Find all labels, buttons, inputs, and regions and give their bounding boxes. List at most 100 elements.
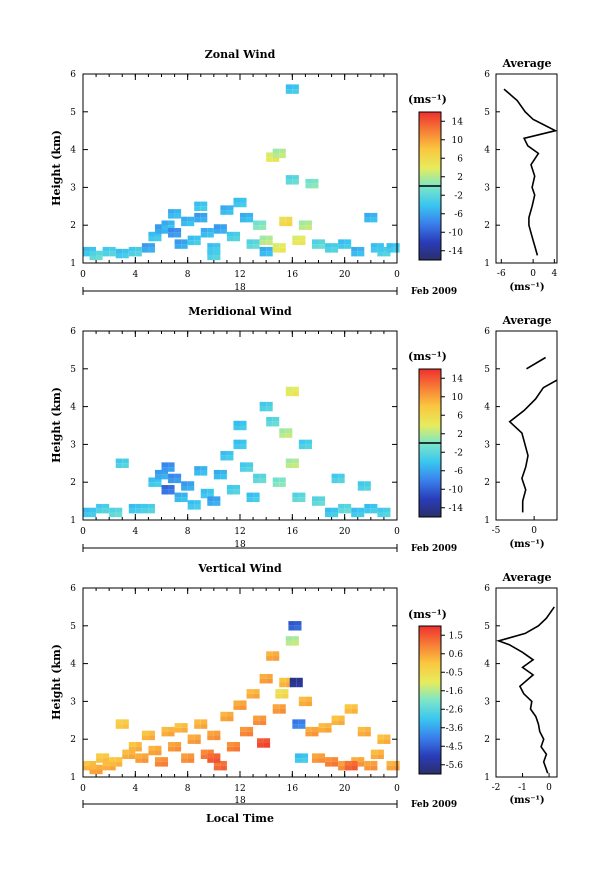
heatmap-cell bbox=[135, 746, 142, 752]
heatmap-cell bbox=[298, 235, 306, 241]
heatmap-cell bbox=[279, 243, 286, 248]
colorbar-tick-label: 0.6 bbox=[449, 650, 464, 660]
heatmap-cell bbox=[266, 421, 273, 427]
heatmap-cell bbox=[148, 477, 155, 483]
heatmap-cells bbox=[83, 84, 400, 261]
heatmap-cell bbox=[318, 501, 326, 506]
heatmap-cell bbox=[200, 217, 208, 223]
heatmap-cell bbox=[168, 726, 175, 732]
heatmap-cell bbox=[331, 757, 339, 762]
y-tick-label: 6 bbox=[70, 70, 76, 80]
heatmap-cell bbox=[383, 739, 391, 744]
heatmap-cell bbox=[351, 512, 358, 518]
heatmap-cell bbox=[115, 507, 123, 513]
heatmap-cell bbox=[128, 749, 136, 755]
heatmap-cell bbox=[220, 210, 227, 215]
heatmap-cell bbox=[187, 481, 195, 486]
heatmap-cell bbox=[357, 251, 365, 257]
heatmap-cell bbox=[161, 467, 169, 472]
heatmap-cell bbox=[364, 726, 371, 732]
colorbar-tick-label: 6 bbox=[457, 411, 463, 421]
heatmap-cell bbox=[266, 240, 273, 246]
heatmap-cell bbox=[285, 677, 293, 683]
heatmap-cell bbox=[370, 503, 378, 509]
colorbar-tick-label: 2 bbox=[457, 430, 463, 440]
heatmap-cell bbox=[259, 673, 267, 679]
heatmap-cell bbox=[298, 719, 306, 725]
heatmap-cell bbox=[168, 225, 175, 230]
heatmap-cell bbox=[102, 758, 110, 763]
heatmap-cell bbox=[311, 178, 319, 184]
y-axis-label: Height (km) bbox=[50, 130, 63, 206]
heatmap-cell bbox=[83, 765, 90, 771]
colorbar-tick-label: -5.6 bbox=[446, 761, 464, 771]
heatmap-cell bbox=[233, 705, 240, 710]
heatmap-cell bbox=[305, 220, 312, 226]
heatmap-cell bbox=[168, 220, 175, 226]
heatmap-cell bbox=[200, 212, 208, 218]
heatmap-cell bbox=[285, 175, 293, 180]
heatmap-cell bbox=[377, 734, 384, 740]
heatmap-cell bbox=[194, 466, 201, 471]
heatmap-cell bbox=[226, 236, 234, 242]
average-axes-frame bbox=[495, 330, 558, 521]
heatmap-cell bbox=[233, 742, 240, 747]
y-ticks: 1 1 2 2 3 3 4 4 5 5 6 6 bbox=[70, 584, 500, 783]
heatmap-cell bbox=[344, 503, 352, 509]
heatmap-cell bbox=[285, 221, 293, 227]
heatmap-cell bbox=[292, 640, 299, 646]
colorbar-tick-label: -2 bbox=[454, 448, 463, 458]
colorbar-ticks: 14 10 6 2 -2 -6 -10 -14 bbox=[441, 374, 463, 514]
heatmap-cell bbox=[325, 723, 332, 728]
heatmap-cell bbox=[213, 735, 221, 741]
day-label: 18 bbox=[234, 540, 246, 550]
heatmap-cell bbox=[246, 497, 254, 503]
heatmap-cell bbox=[200, 488, 208, 494]
heatmap-cell bbox=[154, 482, 162, 487]
heatmap-cell bbox=[233, 425, 240, 431]
heatmap-cell bbox=[393, 760, 400, 766]
heatmap-cell bbox=[213, 255, 221, 261]
colorbar-tick-label: -10 bbox=[449, 485, 464, 495]
heatmap-cell bbox=[207, 247, 214, 253]
heatmap-cell bbox=[281, 689, 289, 694]
heatmap-cell bbox=[240, 705, 247, 710]
avg-y-tick-label: 6 bbox=[484, 327, 490, 337]
heatmap-cell bbox=[292, 497, 299, 503]
avg-y-tick-label: 5 bbox=[484, 108, 490, 118]
average-axes-frame bbox=[495, 587, 558, 778]
heatmap-cell bbox=[240, 700, 247, 706]
heatmap-cell bbox=[148, 243, 155, 248]
heatmap-cell bbox=[128, 746, 136, 752]
heatmap-cell bbox=[213, 243, 221, 248]
heatmap-cell bbox=[266, 673, 273, 679]
heatmap-cell bbox=[168, 746, 175, 752]
heatmap-cell bbox=[311, 183, 319, 189]
heatmap-cell bbox=[220, 451, 227, 456]
heatmap-cell bbox=[194, 504, 201, 510]
day-bar: 18 Feb 2009 bbox=[82, 796, 457, 810]
heatmap-cell bbox=[213, 474, 221, 480]
heatmap-cell bbox=[292, 458, 299, 464]
colorbar-tick-label: -3.6 bbox=[446, 724, 464, 734]
colorbar-tick-label: -2.6 bbox=[446, 705, 464, 715]
x-ticks: 0 4 8 12 16 20 0 bbox=[80, 331, 400, 537]
heatmap-cell bbox=[161, 726, 169, 732]
average-axes-frame bbox=[495, 73, 558, 264]
heatmap-cell bbox=[377, 507, 384, 513]
heatmap-cell bbox=[318, 723, 326, 728]
heatmap-cell bbox=[285, 458, 293, 464]
heatmap-cell bbox=[279, 216, 286, 222]
heatmap-cell bbox=[141, 758, 149, 763]
heatmap-cell bbox=[383, 734, 391, 740]
heatmap-cell bbox=[338, 473, 345, 479]
heatmap-cell bbox=[240, 202, 247, 208]
panel-vertical: Vertical Wind 1 12 23 34 45 56 6 0 4 8 12 16 20 0 He… bbox=[50, 562, 558, 825]
heatmap-cell bbox=[115, 761, 123, 767]
heatmap-cell bbox=[292, 235, 299, 241]
heatmap-cell bbox=[83, 251, 90, 257]
y-axis-label: Height (km) bbox=[50, 387, 63, 463]
heatmap-cell bbox=[246, 492, 254, 498]
heatmap-cell bbox=[292, 636, 299, 641]
heatmap-cell bbox=[240, 217, 247, 223]
